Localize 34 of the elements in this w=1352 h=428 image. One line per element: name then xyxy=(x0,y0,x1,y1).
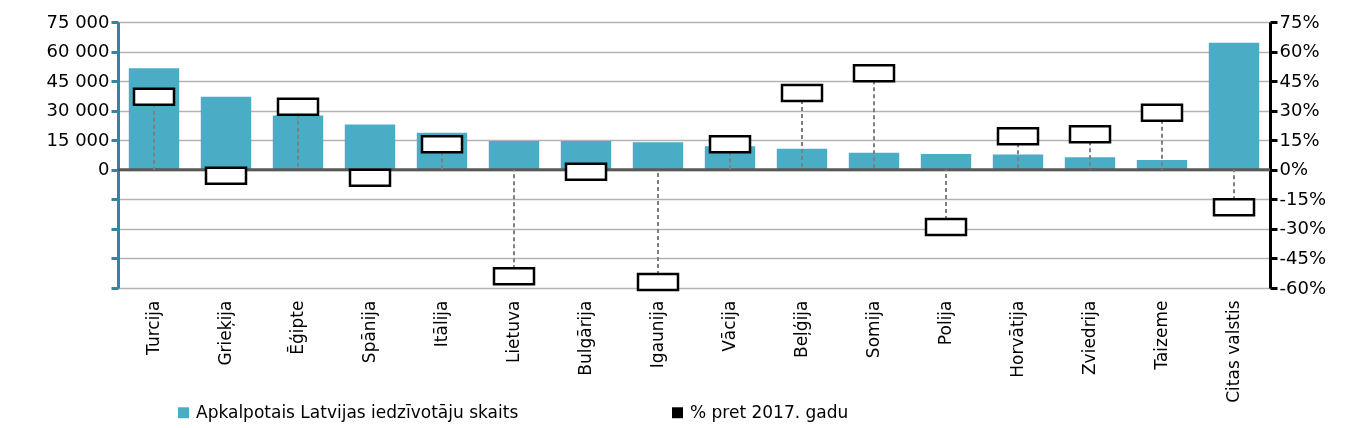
x-tick-label: Spānija xyxy=(359,300,379,364)
x-tick-label: Igaunija xyxy=(647,300,667,369)
x-tick-label: Polija xyxy=(935,300,955,346)
y2-tick-label: 15% xyxy=(1279,128,1320,150)
x-tick-label: Zviedrija xyxy=(1079,300,1099,376)
x-tick-label: Taizeme xyxy=(1151,300,1171,371)
legend-label: Apkalpotais Latvijas iedzīvotāju skaits xyxy=(196,401,519,422)
y2-tick-label: -45% xyxy=(1279,246,1327,268)
x-tick-label: Vācija xyxy=(719,300,739,352)
y-tick-label: 75 000 xyxy=(46,10,110,32)
y2-tick-label: 45% xyxy=(1279,69,1320,91)
y2-tick-label: -60% xyxy=(1279,276,1327,298)
x-tick-label: Itālija xyxy=(431,300,451,348)
x-tick-label: Turcija xyxy=(143,300,163,356)
x-tick-label: Beļģija xyxy=(791,300,811,358)
x-tick-label: Somija xyxy=(863,300,883,359)
x-tick-label: Horvātija xyxy=(1007,300,1027,378)
y2-tick-label: -15% xyxy=(1279,187,1327,209)
y-tick-label: 60 000 xyxy=(46,40,110,62)
y2-tick-label: 0% xyxy=(1279,158,1309,180)
y2-tick-label: 60% xyxy=(1279,40,1320,62)
y2-tick-label: 75% xyxy=(1279,10,1320,32)
y-tick-label: 45 000 xyxy=(46,69,110,91)
x-tick-label: Lietuva xyxy=(503,300,523,364)
y2-tick-label: -30% xyxy=(1279,217,1327,239)
x-tick-label: Grieķija xyxy=(215,300,235,366)
y2-tick-label: 30% xyxy=(1279,99,1320,121)
y-tick-label: 30 000 xyxy=(46,99,110,121)
y-tick-label: 0 xyxy=(98,158,110,180)
legend-label: % pret 2017. gadu xyxy=(690,401,849,422)
x-tick-label: Ēģipte xyxy=(286,300,307,355)
x-tick-label: Bulgārija xyxy=(575,300,595,376)
x-tick-label: Citas valstis xyxy=(1223,300,1243,403)
y-tick-label: 15 000 xyxy=(46,128,110,150)
